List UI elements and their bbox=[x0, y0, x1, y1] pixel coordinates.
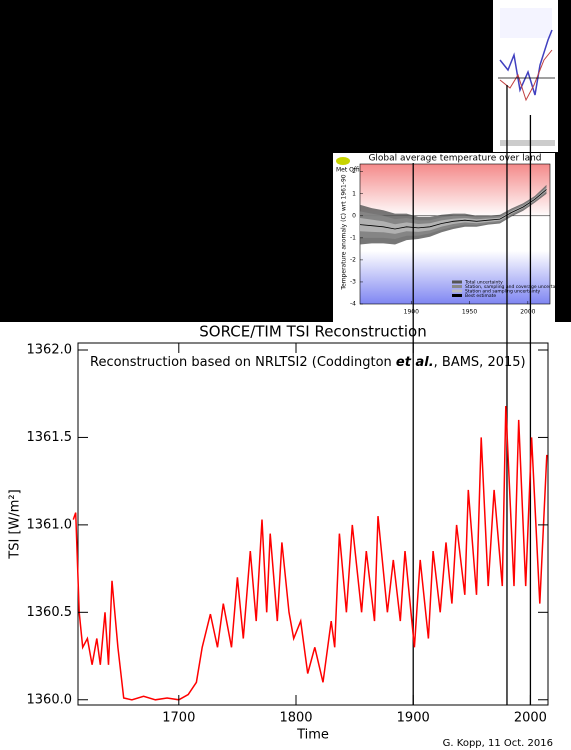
logo-text: Met Office bbox=[336, 167, 367, 174]
y-tick-label: 1362.0 bbox=[27, 342, 73, 357]
subtitle: Reconstruction based on NRLTSI2 (Codding… bbox=[90, 355, 526, 370]
x-tick-label: 1950 bbox=[462, 309, 477, 316]
y-tick-label: 1360.0 bbox=[27, 692, 73, 707]
inset-trace bbox=[499, 49, 553, 102]
legend-swatch bbox=[452, 285, 462, 288]
legend-label: Station and sampling uncertainty bbox=[465, 289, 540, 295]
credit: G. Kopp, 11 Oct. 2016 bbox=[443, 738, 553, 749]
tsi-chart: SORCE/TIM TSI Reconstruction Reconstruct… bbox=[8, 85, 553, 749]
uncertainty-band bbox=[360, 187, 547, 234]
legend-label: Station, sampling and coverage uncertain… bbox=[465, 284, 564, 290]
subtitle-part: Reconstruction based on NRLTSI2 (Codding… bbox=[90, 355, 396, 370]
legend-label: Best estimate bbox=[465, 293, 496, 299]
temperature-inset: Met Office Global average temperature ov… bbox=[333, 153, 564, 323]
y-tick-label: -3 bbox=[350, 278, 356, 285]
legend-swatch bbox=[452, 289, 462, 293]
tsi-line bbox=[72, 405, 548, 701]
legend-label: Total uncertainty bbox=[464, 280, 503, 286]
y-axis-label: TSI [W/m²] bbox=[8, 489, 23, 559]
legend-swatch bbox=[452, 294, 462, 297]
x-tick-label: 1900 bbox=[404, 309, 419, 316]
best-estimate-line bbox=[359, 189, 547, 230]
x-tick-label: 1900 bbox=[397, 711, 430, 726]
x-tick-label: 2000 bbox=[520, 309, 535, 316]
y-tick-label: 1361.0 bbox=[27, 517, 73, 532]
subtitle-part: , BAMS, 2015) bbox=[434, 355, 526, 370]
plot-frame bbox=[77, 342, 549, 706]
chart-background bbox=[0, 322, 571, 750]
small-inset-image bbox=[493, 0, 558, 152]
x-tick-label: 1700 bbox=[162, 711, 195, 726]
y-tick-label: -2 bbox=[350, 256, 356, 263]
x-tick-label: 2000 bbox=[514, 711, 547, 726]
inset-title: Global average temperature over land bbox=[368, 154, 541, 164]
inset-y-label: Temperature anomaly (C) wrt 1961-90 bbox=[341, 174, 348, 290]
inset-header bbox=[500, 8, 552, 38]
x-tick-label: 1800 bbox=[279, 711, 312, 726]
x-axis-label: Time bbox=[296, 728, 329, 743]
y-tick-label: -4 bbox=[350, 301, 356, 308]
y-tick-label: 1360.5 bbox=[27, 605, 73, 620]
chart-title: SORCE/TIM TSI Reconstruction bbox=[199, 323, 426, 341]
logo-mark bbox=[336, 157, 350, 165]
y-tick-label: 0 bbox=[352, 212, 356, 219]
y-tick-label: 2 bbox=[352, 168, 356, 175]
y-tick-label: 1 bbox=[352, 190, 356, 197]
y-tick-label: 1361.5 bbox=[27, 430, 73, 445]
legend-swatch bbox=[452, 280, 462, 284]
subtitle-part: et al. bbox=[396, 355, 434, 370]
inset-trace bbox=[499, 29, 553, 96]
inset-footer bbox=[500, 140, 555, 146]
y-tick-label: -1 bbox=[350, 234, 356, 241]
